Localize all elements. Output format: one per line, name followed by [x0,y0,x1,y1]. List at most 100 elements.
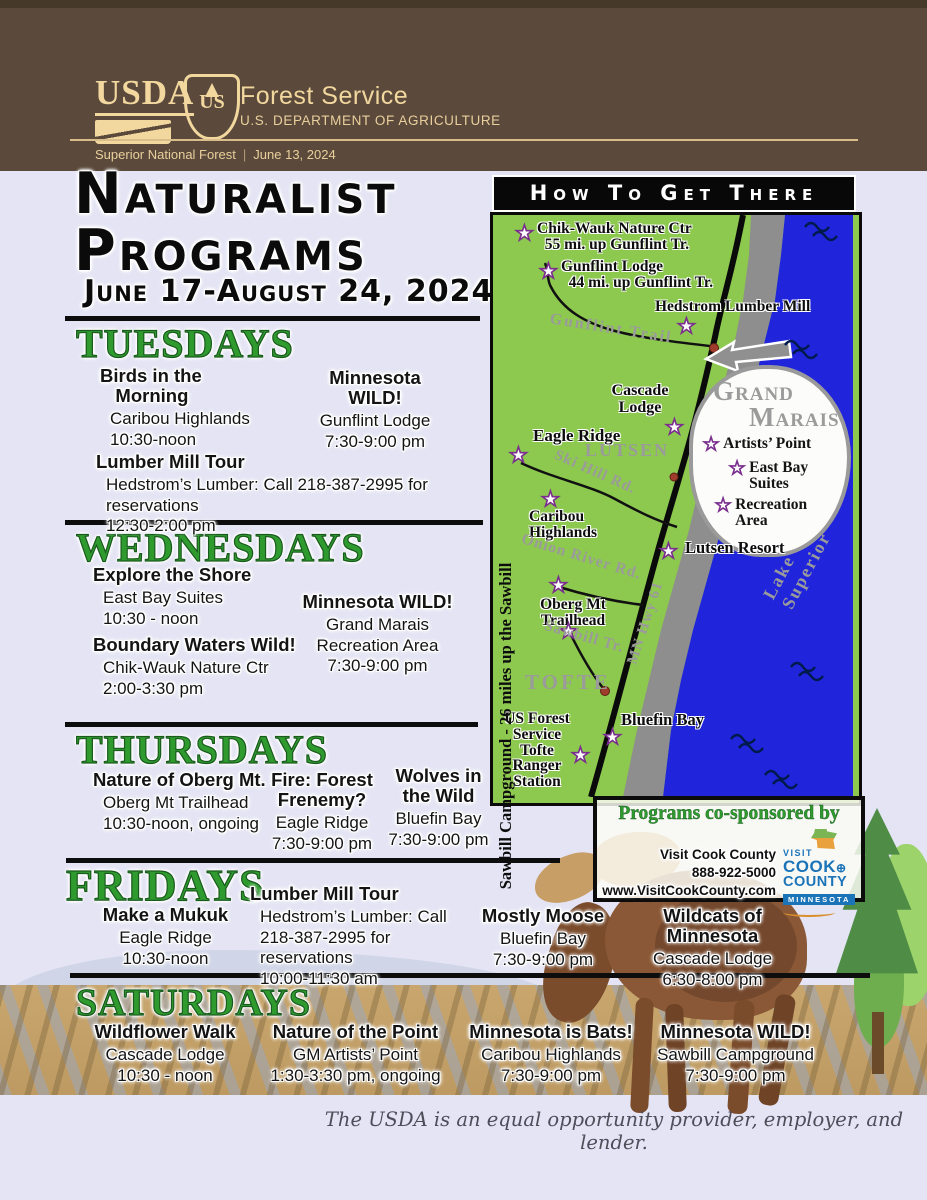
map-label-tofte: TOFTE [525,670,611,694]
star-icon: ★ [548,573,568,597]
program-location: GM Artists’ Point [292,1044,418,1064]
map-label-eagle-ridge: Eagle Ridge [533,426,621,445]
minnesota-state-icon [811,829,837,849]
agency-name: Forest Service [240,82,409,110]
program-location: Eagle Ridge [119,927,212,947]
compass-icon: ⊕ [836,861,847,875]
program-time: 7:30-9:00 pm [492,949,594,969]
program-title: Wolves in the Wild [395,765,482,806]
forest-service-shield-icon: US [184,74,240,140]
map-label-usfs-tofte-ranger-station: US Forest Service Tofte Ranger Station [504,710,570,791]
logo-minnesota: MINNESOTA [783,893,856,905]
star-icon: ★ [702,434,720,456]
grand-marais-item: ★ East Bay Suites [728,459,841,491]
program-title: Explore the Shore [93,564,252,585]
program-location: Oberg Mt Trailhead [103,792,249,812]
sponsor-box: Programs co-sponsored by Visit Cook Coun… [593,796,865,917]
program-time: 10:30-noon [122,948,209,968]
program-fire-forest-frenemy: Fire: Forest Frenemy? Eagle Ridge 7:30-9… [262,770,382,854]
program-location: Eagle Ridge [275,812,369,832]
grand-marais-item: ★ Artists’ Point [702,434,841,456]
program-location: Hedstrom’s Lumber: Call 218-387-2995 for… [106,474,433,515]
program-explore-the-shore: Explore the Shore East Bay Suites 10:30 … [93,565,288,629]
grand-marais-name: Grand [713,376,794,406]
day-heading-wednesdays: WEDNESDAYS [75,525,365,570]
star-icon: ★ [508,443,528,467]
program-title: Minnesota WILD! [302,591,453,612]
sponsor-heading: Programs co-sponsored by [618,803,840,824]
program-title: Nature of the Point [272,1021,439,1042]
program-title: Nature of Oberg Mt. [93,769,266,790]
date-range: June 17-August 24, 2024 [84,274,494,309]
map-label-sawbill-campground: Sawbill Campground - 26 miles up the Saw… [496,562,515,890]
program-title: Mostly Moose [481,905,605,926]
star-icon: ★ [714,495,732,517]
title-line1: Naturalist [74,161,398,227]
program-location: Chik-Wauk Nature Ctr [103,657,269,677]
page-title: Naturalist Programs [74,166,398,280]
program-location: Bluefin Bay [500,928,586,948]
star-icon: ★ [540,487,560,511]
map-title-bar: How To Get There [492,175,856,212]
moose-shading [655,890,797,1002]
map-label-artists-point: Artists’ Point [723,435,812,453]
visit-cook-county-logo: VISIT COOK⊕ COUNTY MINNESOTA [783,829,856,917]
program-time: 7:30-9:00 pm [327,656,428,676]
star-icon: ★ [602,725,622,749]
program-time: 10:30-noon, ongoing [103,813,259,833]
program-nature-of-the-point: Nature of the Point GM Artists’ Point 1:… [268,1022,443,1086]
header-date: June 13, 2024 [253,147,336,162]
shield-tree-icon [205,83,219,97]
map-label-bluefin-bay: Bluefin Bay [621,710,704,729]
program-time: 7:30-9:00 pm [500,1065,602,1085]
program-title: Birds in the Morning [100,365,202,406]
program-lumber-mill-tour-fri: Lumber Mill Tour Hedstrom’s Lumber: Call… [250,884,475,990]
program-time: 12:30-2:00 pm [106,516,216,536]
logo-visit: VISIT [783,848,814,858]
tree-trunk [872,1012,884,1074]
program-location: Hedstrom’s Lumber: Call 218-387-2995 for… [260,906,447,968]
program-minnesota-wild-tue: Minnesota WILD! Gunflint Lodge 7:30-9:00… [300,368,450,452]
logo-county: COUNTY [783,874,848,890]
program-minnesota-is-bats: Minnesota is Bats! Caribou Highlands 7:3… [466,1022,636,1086]
program-minnesota-wild-wed: Minnesota WILD! Grand Marais Recreation … [300,592,455,677]
program-location: Sawbill Campground [657,1044,814,1064]
program-wildflower-walk: Wildflower Walk Cascade Lodge 10:30 - no… [90,1022,240,1086]
program-title: Make a Mukuk [102,904,229,925]
star-icon: ★ [558,619,578,643]
program-title: Minnesota is Bats! [469,1021,633,1042]
program-time: 2:00-3:30 pm [103,678,204,698]
day-heading-saturdays: SATURDAYS [75,982,311,1024]
map-label-caribou-highlands: Caribou Highlands [529,508,598,542]
logo-cook-text: COOK [783,857,836,876]
program-title: Wildflower Walk [94,1021,236,1042]
program-lumber-mill-tour-tue: Lumber Mill Tour Hedstrom’s Lumber: Call… [96,452,491,537]
usda-header-banner: USDA US Forest Service U.S. DEPARTMENT O… [0,0,927,171]
program-make-a-mukuk: Make a Mukuk Eagle Ridge 10:30-noon [88,905,243,969]
star-icon: ★ [570,743,590,767]
sponsor-name: Visit Cook County [659,847,776,863]
logo-cook: COOK⊕ [783,858,855,875]
program-title: Wildcats of Minnesota [663,905,767,946]
program-time: 7:30-9:00 pm [685,1065,786,1085]
program-location: Caribou Highlands [481,1044,621,1064]
usda-logo: USDA [95,73,195,116]
grand-marais-name: Marais [749,401,840,432]
grand-marais-item: ★ Recreation Area [714,495,841,528]
section-divider [66,858,560,863]
equal-opportunity-statement: The USDA is an equal opportunity provide… [324,1108,904,1154]
program-time: 6:30-8:00 pm [662,969,763,989]
sponsor-url: www.VisitCookCounty.com [602,882,776,898]
program-time: 10:30 - noon [117,1065,213,1085]
subline-separator: | [242,147,247,162]
grand-marais-callout: Grand Marais ★ Artists’ Point ★ East Bay S… [689,365,851,557]
day-heading-fridays: FRIDAYS [65,861,265,910]
title-line2: Programs [74,218,368,284]
header-divider [70,139,858,141]
program-title: Lumber Mill Tour [96,451,245,472]
program-wildcats-of-minnesota: Wildcats of Minnesota Cascade Lodge 6:30… [615,906,810,990]
star-icon: ★ [514,221,534,245]
program-title: Minnesota WILD! [660,1021,811,1042]
sponsor-contact: Visit Cook County 888-922-5000 www.Visit… [602,846,776,899]
program-birds-in-the-morning: Birds in the Morning Caribou Highlands 1… [100,366,280,450]
